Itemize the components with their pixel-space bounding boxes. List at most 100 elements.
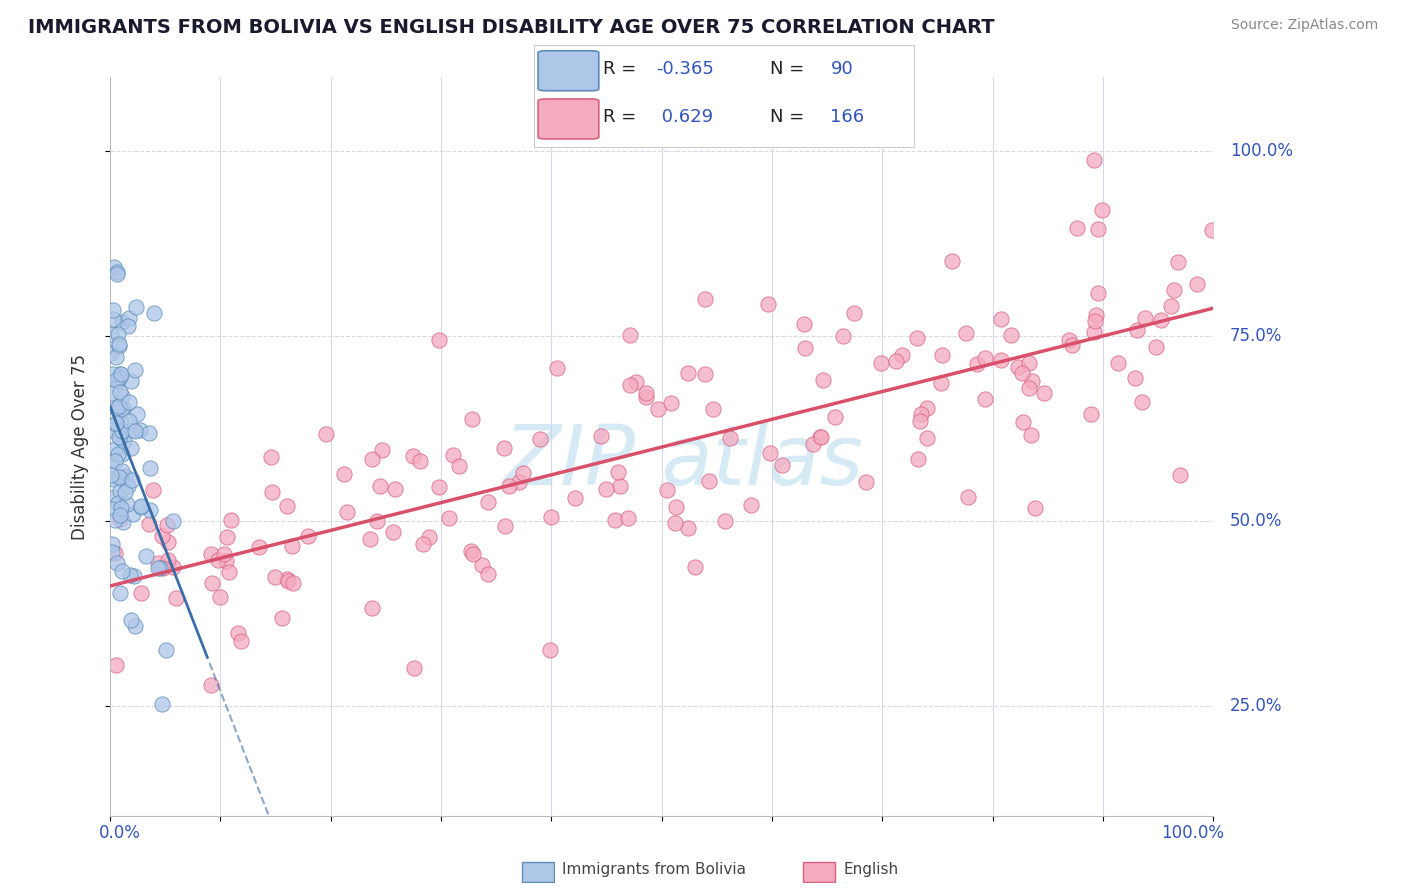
Point	[810, 430, 832, 444]
Point	[263, 570, 285, 584]
Point	[135, 549, 157, 564]
Point	[966, 357, 988, 371]
Point	[110, 500, 132, 515]
Point	[105, 416, 128, 430]
Point	[359, 532, 381, 546]
Point	[647, 402, 669, 417]
Text: -0.365: -0.365	[655, 61, 714, 78]
Point	[114, 484, 136, 499]
Point	[100, 385, 122, 400]
Point	[108, 368, 131, 382]
Point	[402, 450, 425, 464]
Point	[793, 341, 815, 355]
Point	[955, 326, 977, 341]
Point	[540, 509, 562, 524]
Point	[120, 614, 142, 628]
Point	[361, 601, 384, 615]
Point	[811, 374, 834, 388]
Point	[973, 392, 995, 406]
Point	[824, 410, 846, 425]
Point	[108, 430, 131, 444]
Text: R =: R =	[603, 61, 636, 78]
Point	[117, 479, 139, 493]
Point	[112, 401, 135, 415]
Point	[1091, 203, 1114, 218]
Point	[105, 401, 128, 416]
Point	[1083, 326, 1105, 340]
Point	[104, 350, 127, 364]
Point	[103, 472, 125, 486]
Point	[636, 390, 658, 404]
Point	[105, 657, 128, 672]
Point	[702, 402, 724, 417]
Point	[759, 445, 782, 459]
Point	[110, 586, 132, 600]
Point	[546, 361, 568, 376]
Point	[905, 330, 928, 344]
Y-axis label: Disability Age Over 75: Disability Age Over 75	[72, 354, 89, 540]
Point	[118, 311, 141, 326]
Point	[108, 483, 131, 498]
Text: English: English	[844, 863, 898, 877]
Point	[1144, 340, 1167, 354]
Point	[1018, 356, 1040, 370]
Point	[1080, 407, 1102, 421]
Point	[990, 312, 1012, 326]
Point	[281, 539, 304, 553]
Point	[124, 569, 146, 583]
Point	[665, 500, 688, 514]
Text: 0.629: 0.629	[655, 109, 713, 127]
Point	[270, 611, 292, 625]
Point	[226, 625, 249, 640]
Point	[165, 591, 187, 606]
Point	[142, 483, 165, 497]
Point	[139, 461, 162, 475]
Text: 25.0%: 25.0%	[1230, 697, 1282, 714]
Point	[103, 368, 125, 382]
Point	[564, 491, 586, 505]
Point	[884, 354, 907, 368]
Text: Source: ZipAtlas.com: Source: ZipAtlas.com	[1230, 18, 1378, 32]
Point	[229, 634, 252, 648]
Point	[1066, 221, 1088, 235]
Point	[118, 395, 141, 409]
Point	[1150, 313, 1173, 327]
Point	[149, 561, 172, 575]
Point	[221, 513, 243, 527]
Text: 100.0%: 100.0%	[1161, 824, 1225, 842]
Point	[609, 479, 631, 493]
Point	[973, 351, 995, 365]
Point	[111, 424, 134, 438]
Point	[870, 356, 893, 370]
Point	[855, 475, 877, 489]
Point	[152, 560, 174, 574]
Point	[111, 464, 134, 478]
Point	[384, 482, 406, 496]
FancyBboxPatch shape	[538, 99, 599, 139]
Point	[908, 415, 931, 429]
Point	[101, 536, 124, 550]
Text: 166: 166	[831, 109, 865, 127]
Point	[404, 661, 426, 675]
Point	[1163, 284, 1185, 298]
Point	[105, 265, 128, 279]
Point	[1201, 223, 1223, 237]
Point	[1084, 314, 1107, 328]
Point	[201, 575, 224, 590]
Point	[1011, 415, 1033, 429]
Point	[1007, 360, 1029, 375]
Point	[1011, 366, 1033, 380]
Point	[1107, 356, 1129, 370]
Point	[260, 450, 283, 464]
Point	[636, 386, 658, 401]
Point	[122, 508, 145, 522]
Point	[108, 400, 131, 414]
Point	[276, 500, 298, 514]
Point	[108, 512, 131, 526]
Point	[110, 370, 132, 384]
Point	[200, 678, 222, 692]
Point	[105, 268, 128, 282]
Point	[156, 518, 179, 533]
Point	[1033, 386, 1056, 401]
Point	[157, 535, 180, 549]
